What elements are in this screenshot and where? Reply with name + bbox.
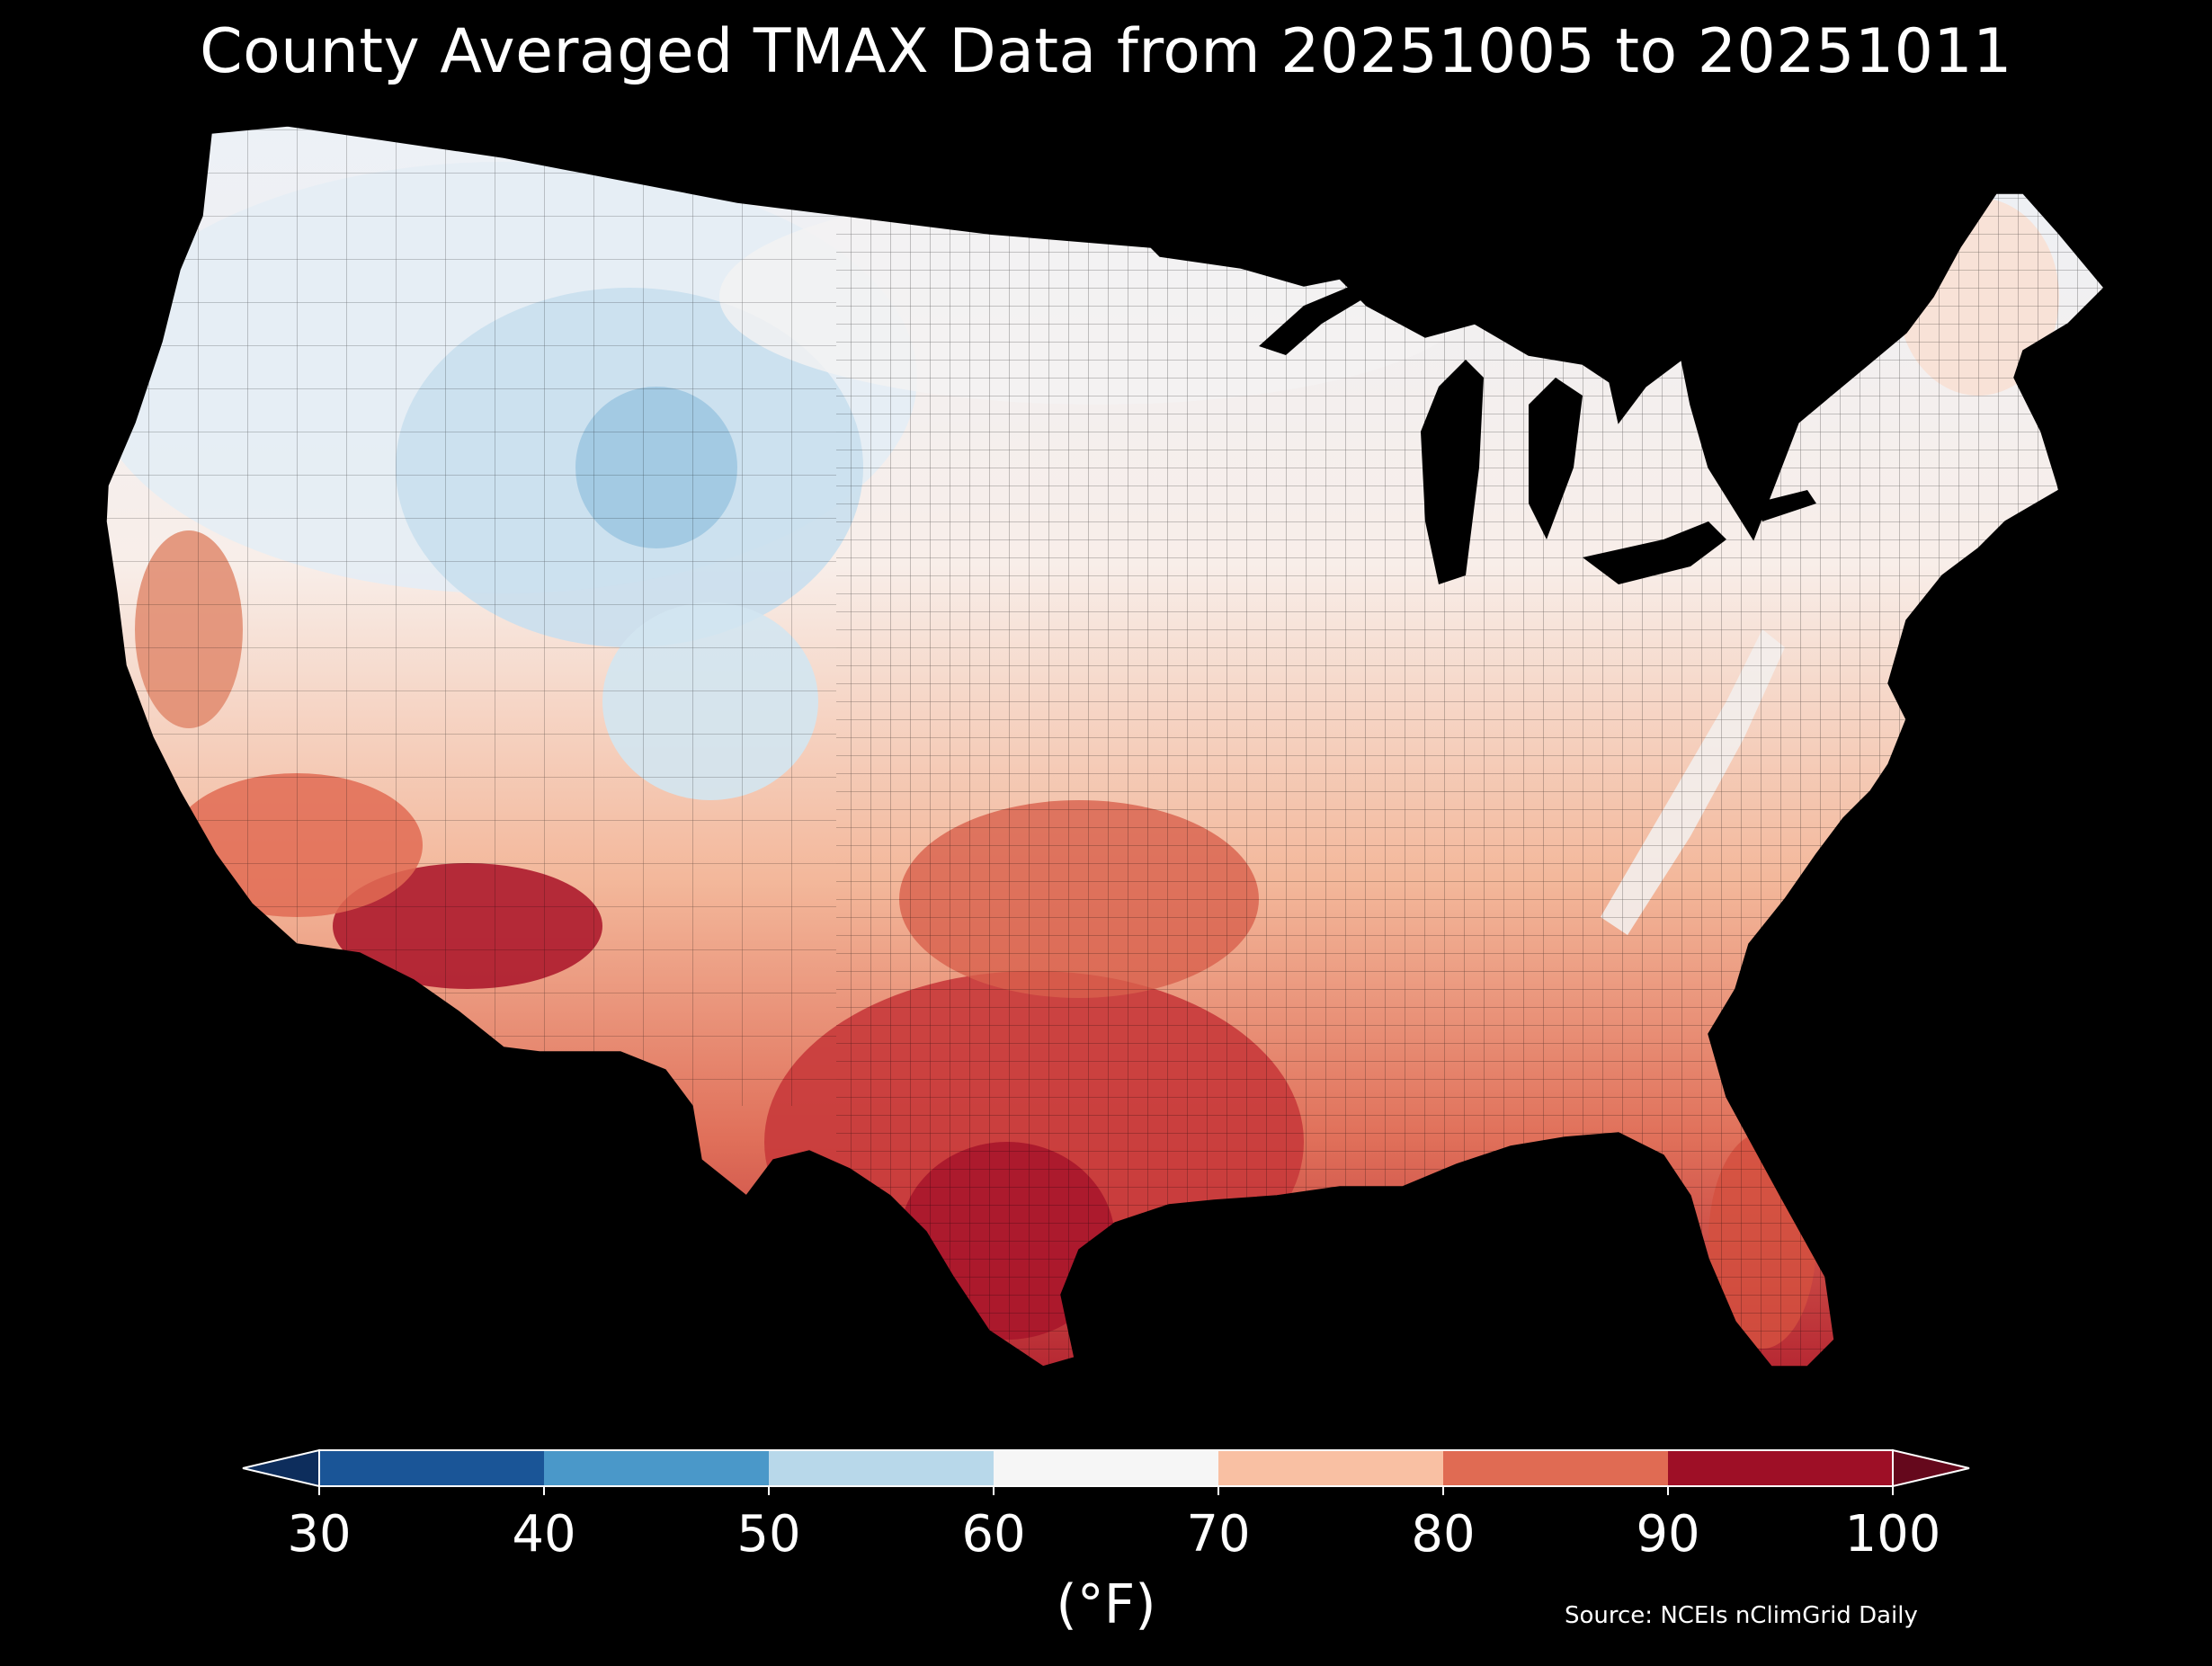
colorbar-tick-label: 40	[512, 1505, 575, 1564]
colorbar-frame	[318, 1449, 1894, 1487]
colorbar-tick-label: 80	[1411, 1505, 1475, 1564]
colorbar-tick-label: 100	[1845, 1505, 1941, 1564]
colorbar-tick-label: 30	[287, 1505, 351, 1564]
source-credit: Source: NCEIs nClimGrid Daily	[1565, 1602, 1918, 1629]
colorbar-bin-70-80	[1218, 1450, 1443, 1486]
colorbar-under-arrow	[242, 1448, 320, 1488]
colorbar-bin-40-50	[544, 1450, 769, 1486]
colorbar-bin-50-60	[769, 1450, 994, 1486]
colorbar-unit-label: (°F)	[1056, 1573, 1156, 1636]
colorbar-bin-90-100	[1668, 1450, 1893, 1486]
colorbar-tick-label: 90	[1636, 1505, 1699, 1564]
colorbar-bin-30-40	[319, 1450, 544, 1486]
map-title: County Averaged TMAX Data from 20251005 …	[200, 16, 2012, 87]
colorbar-tick-label: 50	[736, 1505, 800, 1564]
colorbar-bin-60-70	[994, 1450, 1218, 1486]
great-lakes	[1259, 283, 1816, 584]
colorbar-tick-label: 70	[1186, 1505, 1250, 1564]
colorbar-over-arrow	[1892, 1448, 1970, 1488]
colorbar-tick-label: 60	[961, 1505, 1025, 1564]
colorbar-bin-80-90	[1443, 1450, 1668, 1486]
